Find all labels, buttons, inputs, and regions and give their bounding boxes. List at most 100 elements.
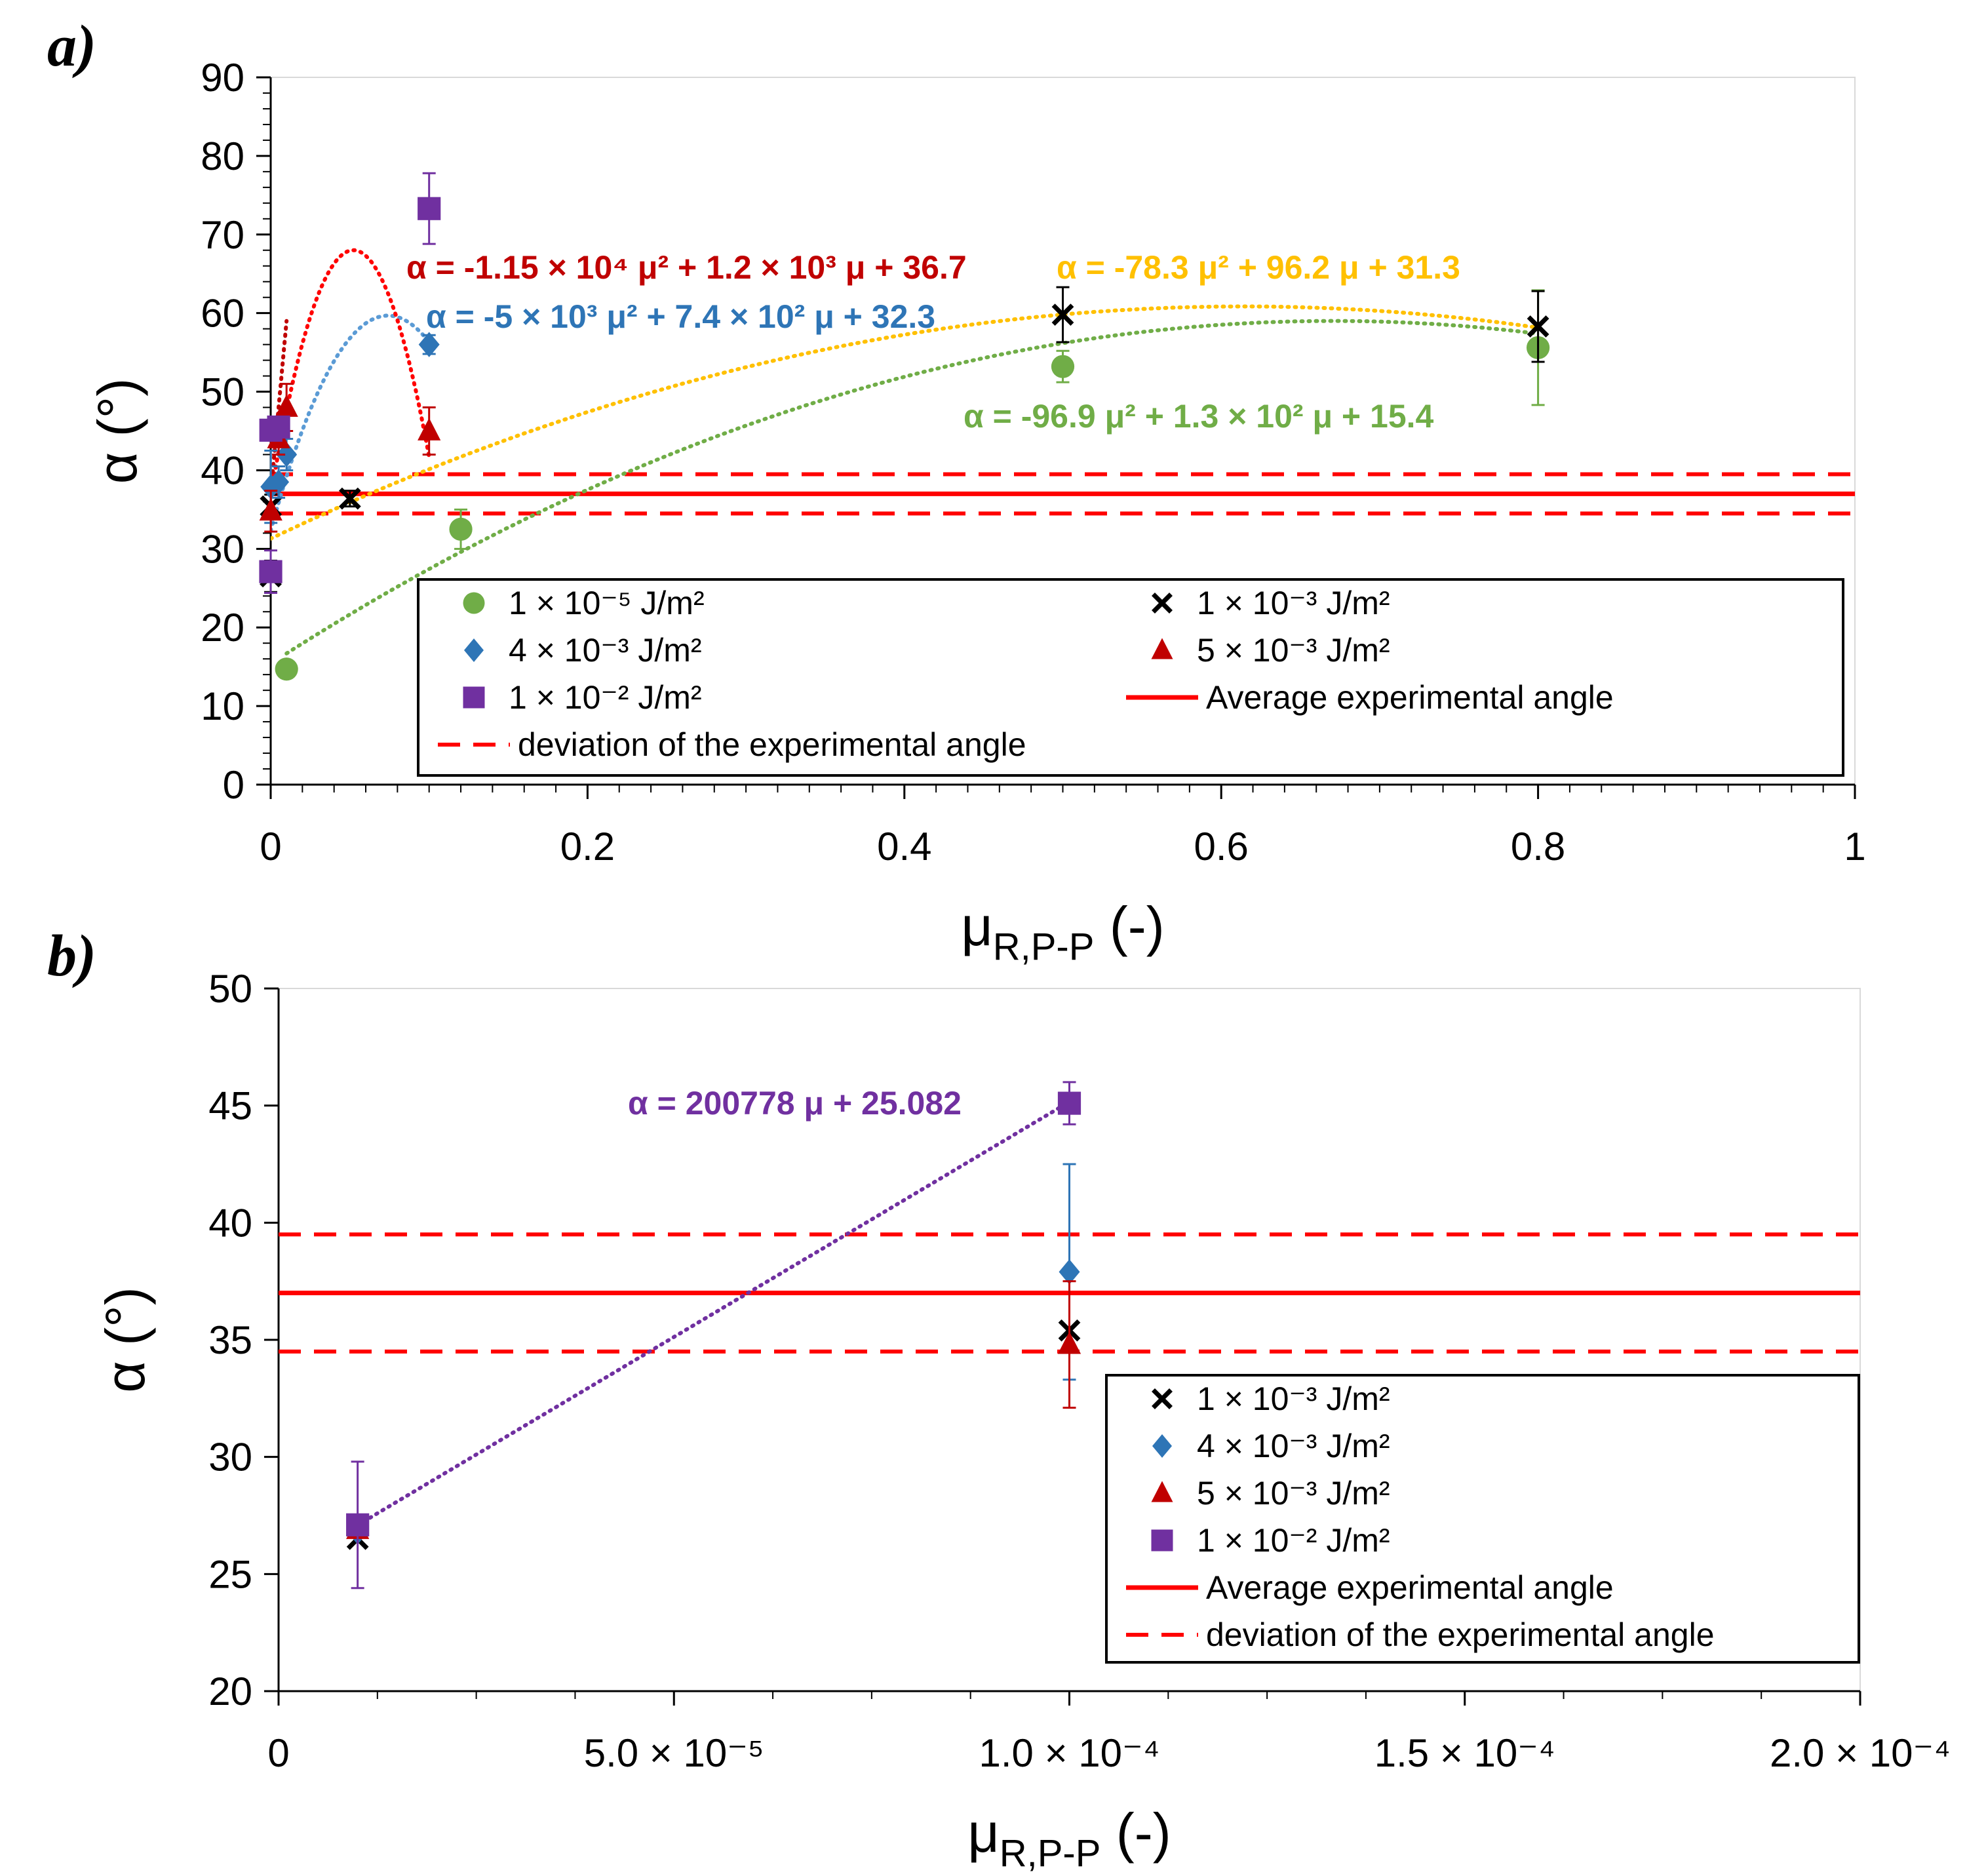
legend-key-4-10-j-m	[464, 638, 484, 662]
data-point-1-10-j-m-3-stroke2	[1051, 303, 1074, 326]
y-tick-label: 10	[201, 684, 244, 728]
panel-a-label: a)	[47, 14, 96, 79]
y-tick-label: 50	[201, 370, 244, 414]
x-tick-label: 0.2	[560, 825, 615, 869]
y-tick-label: 45	[208, 1084, 252, 1128]
panel-b-label: b)	[47, 924, 96, 988]
legend-key-1-10-j-m	[1151, 1529, 1173, 1552]
data-point-1-10-j-m-0	[259, 560, 282, 583]
x-tick-label: 0.6	[1194, 825, 1248, 869]
trendline-5-10-j-m	[271, 248, 431, 498]
y-tick-label: 20	[208, 1670, 252, 1713]
trendlines	[271, 248, 1540, 655]
legend-label: 4 × 10⁻³ J/m²	[1197, 1428, 1390, 1464]
x-axis-label: μR,P-P (-)	[967, 1802, 1171, 1875]
trendline-extra	[271, 319, 289, 496]
legend-marker-stroke2	[1152, 1388, 1173, 1409]
legend-label: deviation of the experimental angle	[1206, 1616, 1715, 1653]
x-tick-label: 0	[267, 1731, 289, 1775]
y-tick-label: 35	[208, 1318, 252, 1362]
data-point-4-10-j-m-3	[418, 332, 440, 357]
y-tick-label: 60	[201, 292, 244, 336]
legend-key-1-10-j-m	[463, 686, 485, 709]
y-tick-label: 0	[223, 763, 244, 807]
legend-marker	[463, 686, 485, 709]
legend-key-5-10-j-m	[1151, 1481, 1173, 1502]
trendline-1-10-j-m	[284, 319, 1540, 655]
data-point-1-10-j-m-4-stroke2	[1527, 315, 1549, 338]
data-point-1-10-j-m-2-stroke2	[338, 487, 361, 510]
trendlines	[355, 1100, 1072, 1527]
trendline-equation: α = -96.9 μ² + 1.3 × 10² μ + 15.4	[964, 398, 1434, 435]
legend-marker	[463, 592, 485, 614]
data-point-5-10-j-m-1	[1057, 1331, 1081, 1354]
series-1-10-j-m	[346, 1081, 1081, 1590]
x-tick-label: 1.0 × 10⁻⁴	[979, 1731, 1160, 1775]
legend-label: 5 × 10⁻³ J/m²	[1197, 1475, 1390, 1512]
x-axis-label: μR,P-P (-)	[961, 895, 1164, 968]
legend-key-5-10-j-m	[1151, 638, 1173, 659]
data-point-1-10-j-m-2	[1051, 355, 1075, 378]
data-point-1-10-j-m-0	[275, 657, 298, 681]
legend-marker	[1152, 1434, 1172, 1458]
series-1-10-j-m	[259, 172, 441, 594]
data-point-1-10-j-m-0	[346, 1513, 370, 1536]
trendline-equation: α = -78.3 μ² + 96.2 μ + 31.3	[1057, 249, 1460, 286]
trendline-4-10-j-m	[271, 313, 431, 533]
series-5-10-j-m	[346, 1280, 1081, 1539]
x-axis-label-unit: (-)	[1100, 1802, 1171, 1864]
y-tick-label: 30	[201, 527, 244, 571]
data-point-5-10-j-m-0	[259, 498, 282, 521]
legend-label: deviation of the experimental angle	[518, 726, 1026, 763]
y-tick-label: 80	[201, 134, 244, 178]
legend-marker	[1151, 638, 1173, 659]
y-tick-label: 70	[201, 213, 244, 257]
data-point-4-10-j-m-1	[268, 469, 290, 495]
x-tick-label: 5.0 × 10⁻⁵	[584, 1731, 764, 1775]
legend-key-1-10-j-m	[1152, 593, 1173, 614]
data-point-1-10-j-m-2	[338, 487, 361, 510]
y-axis-label: α (°)	[94, 1287, 156, 1392]
y-tick-label: 25	[208, 1552, 252, 1596]
legend-label: 5 × 10⁻³ J/m²	[1197, 632, 1390, 669]
legend-label: 1 × 10⁻³ J/m²	[1197, 1380, 1390, 1417]
x-axis-label-subscript: R,P-P	[1000, 1832, 1101, 1875]
legend-label: 1 × 10⁻² J/m²	[509, 679, 702, 716]
legend: 1 × 10⁻³ J/m² 4 × 10⁻³ J/m² 5 × 10⁻³ J/m² 1…	[1105, 1374, 1860, 1664]
legend-marker	[1152, 593, 1173, 614]
legend-key-1-10-j-m	[1152, 1388, 1173, 1409]
x-tick-label: 0.4	[877, 825, 931, 869]
data-point-5-10-j-m-2	[275, 394, 298, 417]
legend-label: 1 × 10⁻⁵ J/m²	[509, 585, 705, 621]
x-axis-label-subscript: R,P-P	[993, 926, 1095, 968]
x-axis-label-symbol: μ	[967, 1802, 999, 1864]
reference-lines	[271, 472, 1855, 516]
legend-marker	[1151, 1529, 1173, 1552]
x-axis-label-symbol: μ	[961, 895, 992, 957]
x-tick-label: 1	[1844, 825, 1865, 869]
trendline-1-10-j-m	[271, 304, 1540, 541]
legend-box	[1105, 1374, 1860, 1664]
legend: 1 × 10⁻⁵ J/m² 1 × 10⁻³ J/m² 4 × 10⁻³ J/m² 5…	[417, 578, 1844, 777]
trendline-1-10-j-m	[355, 1100, 1072, 1527]
trendline-equation: α = -5 × 10³ μ² + 7.4 × 10² μ + 32.3	[426, 298, 935, 335]
chart-a: 0 0.2 0.4 0.6 0.8 10102030405060708090μR,P-P …	[87, 56, 1866, 968]
x-tick-label: 1.5 × 10⁻⁴	[1374, 1731, 1555, 1775]
legend-label: Average experimental angle	[1206, 679, 1614, 716]
data-point-1-10-j-m-1	[449, 517, 473, 541]
y-tick-label: 90	[201, 56, 244, 100]
chart-b: 0 5.0 × 10⁻⁵ 1.0 × 10⁻⁴ 1.5 × 10⁻⁴ 2.0 × 10⁻…	[94, 967, 1951, 1875]
y-tick-label: 30	[208, 1436, 252, 1479]
data-point-1-10-j-m-2	[267, 415, 290, 439]
x-tick-label: 0	[260, 825, 281, 869]
legend-key-1-10-j-m	[463, 592, 485, 614]
x-tick-label: 2.0 × 10⁻⁴	[1770, 1731, 1951, 1775]
y-axis-label: α (°)	[87, 378, 148, 484]
y-tick-label: 20	[201, 606, 244, 650]
data-point-4-10-j-m-1	[1059, 1259, 1080, 1285]
data-point-1-10-j-m-3	[418, 197, 441, 220]
legend-marker	[464, 638, 484, 662]
data-point-1-10-j-m-3	[1051, 303, 1074, 326]
legend-marker	[1152, 1388, 1173, 1409]
y-tick-label: 50	[208, 967, 252, 1011]
